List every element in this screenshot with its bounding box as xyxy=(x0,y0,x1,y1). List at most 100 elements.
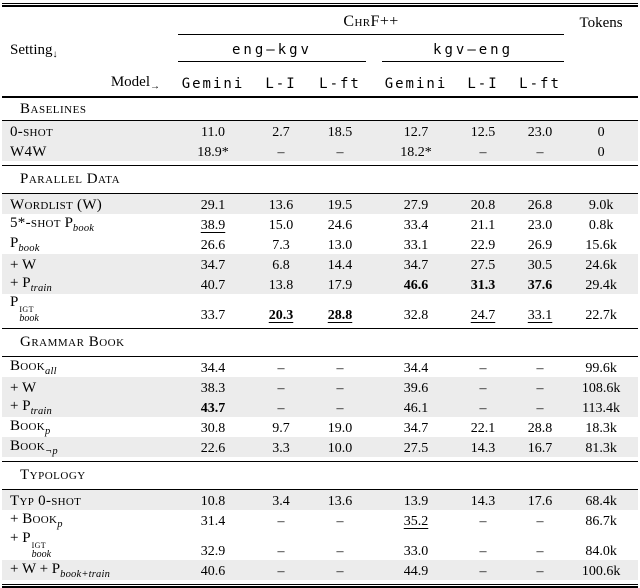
row-label: + W + Pbook+train xyxy=(2,560,178,580)
label-subscript: p xyxy=(57,519,63,530)
score-cell: 12.5 xyxy=(450,121,516,142)
score-cell: 46.6 xyxy=(382,274,450,294)
column-spacer xyxy=(366,141,382,161)
score-value: 7.3 xyxy=(272,238,290,253)
table-row: 5*-shot Pbook 38.9 15.0 24.6 33.4 21.1 23.0 0.8… xyxy=(2,214,638,234)
score-value: – xyxy=(479,544,487,559)
score-cell: 23.0 xyxy=(516,121,564,142)
table-row: Bookall 34.4 – – 34.4 – – 99.6k xyxy=(2,357,638,377)
label-smallcaps: W4W xyxy=(10,144,47,160)
label-subscript: train xyxy=(30,283,52,294)
score-cell: 22.6 xyxy=(178,437,248,457)
score-value: 46.1 xyxy=(403,401,429,416)
score-value: 14.3 xyxy=(470,441,496,456)
row-label: + W xyxy=(2,377,178,397)
score-cell: 34.7 xyxy=(178,254,248,274)
score-cell: 28.8 xyxy=(314,294,366,324)
row-label: Typ 0-shot xyxy=(2,490,178,511)
score-cell: 40.7 xyxy=(178,274,248,294)
score-cell: 17.6 xyxy=(516,490,564,511)
score-value: 28.8 xyxy=(527,421,553,436)
score-cell: – xyxy=(314,560,366,580)
score-cell: – xyxy=(516,560,564,580)
row-label: + Ptrain xyxy=(2,397,178,417)
row-label: P IGT book xyxy=(2,294,178,324)
score-cell: 14.4 xyxy=(314,254,366,274)
table-row: + W 34.7 6.8 14.4 34.7 27.5 30.5 24.6k xyxy=(2,254,639,274)
row-label: + Ptrain xyxy=(2,274,178,294)
score-value: – xyxy=(277,145,285,160)
label-subscript: book+train xyxy=(60,569,111,580)
score-cell: 26.6 xyxy=(178,234,248,254)
score-cell: – xyxy=(450,510,516,530)
score-cell: 11.0 xyxy=(178,121,248,142)
score-cell: 27.5 xyxy=(382,437,450,457)
label-text: + W xyxy=(10,257,37,273)
score-value: 15.0 xyxy=(268,218,294,233)
score-cell: – xyxy=(314,377,366,397)
column-spacer xyxy=(366,35,382,62)
score-value: 27.9 xyxy=(403,198,429,213)
row-label: Bookall xyxy=(2,357,178,377)
score-cell: 32.9 xyxy=(178,530,248,560)
score-value: – xyxy=(277,381,285,396)
score-value: 26.9 xyxy=(527,238,553,253)
score-value: – xyxy=(536,514,544,529)
score-value: – xyxy=(536,544,544,559)
score-value: – xyxy=(336,145,344,160)
score-cell: – xyxy=(248,510,314,530)
score-value: 16.7 xyxy=(527,441,553,456)
score-value: – xyxy=(336,514,344,529)
score-cell: – xyxy=(516,141,564,161)
score-cell: 19.0 xyxy=(314,417,366,437)
tokens-cell: 15.6k xyxy=(585,238,617,253)
tokens-cell: 0 xyxy=(597,145,605,160)
model-label: Model→ xyxy=(2,61,178,98)
label-text: + W + P xyxy=(10,561,61,577)
score-cell: 33.1 xyxy=(382,234,450,254)
label-subscript: ¬p xyxy=(45,446,58,457)
table-row: Bookp 30.8 9.7 19.0 34.7 22.1 28.8 18.3k xyxy=(2,417,638,437)
score-value: 30.8 xyxy=(200,421,226,436)
bottom-rule-thin xyxy=(2,584,638,585)
score-cell: – xyxy=(450,141,516,161)
column-spacer xyxy=(366,254,382,274)
column-spacer xyxy=(366,214,382,234)
label-superscript: IGT xyxy=(19,305,34,314)
score-cell: 13.6 xyxy=(248,194,314,215)
score-value: 33.7 xyxy=(200,308,226,323)
score-value: 21.1 xyxy=(470,218,496,233)
score-cell: 27.9 xyxy=(382,194,450,215)
score-value: 40.6 xyxy=(200,564,226,579)
label-smallcaps: Book xyxy=(10,358,46,374)
score-cell: 46.1 xyxy=(382,397,450,417)
score-cell: 43.7 xyxy=(178,397,248,417)
tokens-cell: 100.6k xyxy=(581,564,621,579)
score-value: 12.7 xyxy=(403,125,429,140)
score-value: – xyxy=(277,401,285,416)
row-label: W4W xyxy=(2,141,178,161)
score-cell: 40.6 xyxy=(178,560,248,580)
section-parallel-data: Parallel Data Wordlist (W) 29.1 13.6 19.5 27.… xyxy=(2,165,639,329)
score-cell: 27.5 xyxy=(450,254,516,274)
table-row: Typ 0-shot 10.8 3.4 13.6 13.9 14.3 17.6 68.4k xyxy=(2,489,639,511)
score-cell: 38.9 xyxy=(178,214,248,234)
score-value: 20.8 xyxy=(470,198,496,213)
score-value: 33.1 xyxy=(527,308,553,323)
model-text: Model xyxy=(110,74,150,90)
score-value: – xyxy=(277,361,285,376)
score-cell: 19.5 xyxy=(314,194,366,215)
score-cell: 24.7 xyxy=(450,294,516,324)
column-spacer xyxy=(366,294,382,324)
tokens-header: Tokens xyxy=(579,14,623,31)
label-smallcaps: Book xyxy=(22,511,58,527)
score-cell: 6.8 xyxy=(248,254,314,274)
table-row: + Ptrain 40.7 13.8 17.9 46.6 31.3 37.6 29.4k xyxy=(2,274,639,294)
table-row: Wordlist (W) 29.1 13.6 19.5 27.9 20.8 26.8 9.0k xyxy=(2,193,639,215)
down-arrow-icon: ↓ xyxy=(52,48,58,60)
column-spacer xyxy=(366,194,382,215)
row-label: 5*-shot Pbook xyxy=(2,214,178,234)
table-header: ChrF++ Tokens Setting↓ eng–kgv kgv–eng M… xyxy=(2,7,639,98)
score-value: 11.0 xyxy=(201,125,225,140)
label-text: + P xyxy=(10,398,31,414)
